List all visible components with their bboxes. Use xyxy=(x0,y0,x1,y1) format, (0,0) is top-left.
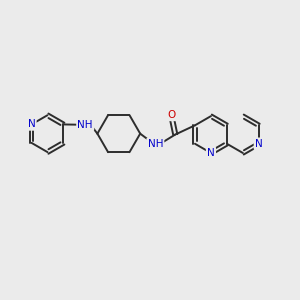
Text: O: O xyxy=(168,110,176,120)
Text: N: N xyxy=(28,119,35,129)
Text: N: N xyxy=(255,139,263,149)
Text: N: N xyxy=(207,148,215,158)
Text: NH: NH xyxy=(77,120,93,130)
Text: NH: NH xyxy=(148,139,163,149)
